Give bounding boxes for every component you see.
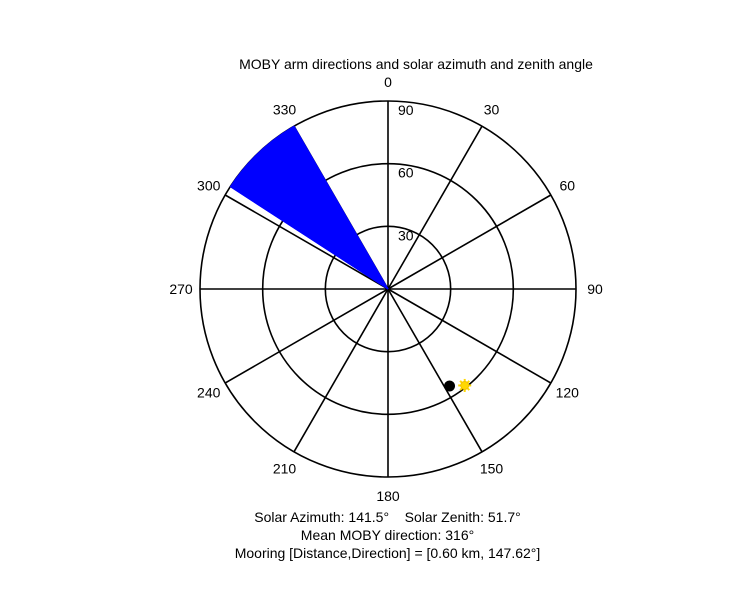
- solar-info-text: Solar Azimuth: 141.5° Solar Zenith: 51.7…: [254, 509, 521, 525]
- angle-tick-label: 270: [169, 281, 193, 297]
- angle-tick-label: 150: [480, 460, 504, 476]
- angle-tick-label: 240: [197, 385, 221, 401]
- angle-spoke: [387, 288, 552, 384]
- angle-tick-label: 180: [376, 488, 400, 504]
- radial-tick-label: 90: [398, 102, 414, 118]
- angle-tick-label: 90: [587, 281, 603, 297]
- angle-spoke: [387, 194, 552, 290]
- arm-direction-line: [269, 142, 389, 290]
- radial-tick-label: 30: [398, 227, 414, 243]
- arm-direction-line: [247, 162, 389, 290]
- angle-spoke: [387, 288, 483, 453]
- mean-direction-text: Mean MOBY direction: 316°: [300, 527, 475, 543]
- tick-labels: 30 60 90 0 30 60 90 120 150 180 210 240 270 300 330: [169, 74, 603, 504]
- angle-tick-label: 120: [556, 385, 580, 401]
- arm-direction-line: [230, 186, 389, 290]
- angle-spoke: [387, 125, 483, 290]
- sun-marker: [458, 378, 472, 392]
- angle-tick-label: 30: [484, 102, 500, 118]
- chart-title: MOBY arm directions and solar azimuth an…: [239, 56, 593, 72]
- angle-tick-label: 60: [559, 178, 575, 194]
- info-panel: Solar Azimuth: 141.5° Solar Zenith: 51.7…: [0, 508, 750, 562]
- sun-core: [460, 380, 470, 390]
- angle-spoke: [224, 194, 389, 290]
- arm-direction-line: [293, 125, 389, 290]
- radial-tick-label: 60: [398, 165, 414, 181]
- data-layer: [229, 125, 472, 392]
- arm-direction-line: [258, 152, 389, 290]
- mooring-marker: [444, 380, 456, 392]
- angle-spoke: [224, 288, 389, 384]
- mooring-info-text: Mooring [Distance,Direction] = [0.60 km,…: [234, 545, 541, 561]
- angle-tick-label: 300: [197, 178, 221, 194]
- arm-direction-line: [238, 174, 389, 290]
- angle-spoke: [293, 288, 389, 453]
- angle-tick-label: 0: [384, 74, 392, 90]
- angle-tick-label: 330: [273, 102, 297, 118]
- arm-direction-line: [281, 133, 389, 290]
- angle-tick-label: 210: [273, 460, 297, 476]
